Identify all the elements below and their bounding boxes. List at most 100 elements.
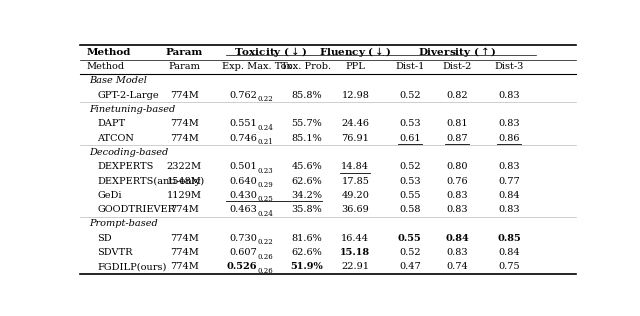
Text: 0.762: 0.762 <box>229 91 257 100</box>
Text: 14.84: 14.84 <box>341 162 369 171</box>
Text: 774M: 774M <box>170 205 198 214</box>
Text: Param: Param <box>166 48 203 57</box>
Text: 17.85: 17.85 <box>341 177 369 185</box>
Text: 0.83: 0.83 <box>498 119 520 128</box>
Text: FGDILP(ours): FGDILP(ours) <box>97 262 167 271</box>
Text: 0.52: 0.52 <box>399 248 420 257</box>
Text: 0.640: 0.640 <box>229 177 257 185</box>
Text: 0.77: 0.77 <box>498 177 520 185</box>
Text: SD: SD <box>97 234 112 243</box>
Text: 0.58: 0.58 <box>399 205 420 214</box>
Text: SDVTR: SDVTR <box>97 248 133 257</box>
Text: 0.61: 0.61 <box>399 134 420 143</box>
Text: 34.2%: 34.2% <box>291 191 322 200</box>
Text: 0.26: 0.26 <box>257 267 273 275</box>
Text: 22.91: 22.91 <box>341 262 369 271</box>
Text: 774M: 774M <box>170 248 198 257</box>
Text: 76.91: 76.91 <box>341 134 369 143</box>
Text: 1548M: 1548M <box>167 177 202 185</box>
Text: 0.746: 0.746 <box>229 134 257 143</box>
Text: 774M: 774M <box>170 262 198 271</box>
Text: 0.74: 0.74 <box>446 262 468 271</box>
Text: 62.6%: 62.6% <box>291 248 322 257</box>
Text: DEXPERTS(anti-only): DEXPERTS(anti-only) <box>97 176 205 185</box>
Text: 774M: 774M <box>170 119 198 128</box>
Text: 0.83: 0.83 <box>446 205 468 214</box>
Text: Finetuning-based: Finetuning-based <box>89 105 175 114</box>
Text: 0.52: 0.52 <box>399 162 420 171</box>
Text: Base Model: Base Model <box>89 76 147 85</box>
Text: 0.83: 0.83 <box>498 205 520 214</box>
Text: 774M: 774M <box>170 234 198 243</box>
Text: Exp. Max. Tox.: Exp. Max. Tox. <box>222 62 295 71</box>
Text: 0.24: 0.24 <box>257 210 273 218</box>
Text: 0.26: 0.26 <box>257 252 273 260</box>
Text: Fluency ($\downarrow$): Fluency ($\downarrow$) <box>319 46 392 59</box>
Text: DAPT: DAPT <box>97 119 125 128</box>
Text: 0.86: 0.86 <box>499 134 520 143</box>
Text: ATCON: ATCON <box>97 134 134 143</box>
Text: 62.6%: 62.6% <box>291 177 322 185</box>
Text: 0.607: 0.607 <box>229 248 257 257</box>
Text: 0.83: 0.83 <box>446 191 468 200</box>
Text: 0.22: 0.22 <box>257 238 273 246</box>
Text: 45.6%: 45.6% <box>291 162 322 171</box>
Text: Prompt-based: Prompt-based <box>89 219 157 228</box>
Text: 2322M: 2322M <box>166 162 202 171</box>
Text: 35.8%: 35.8% <box>291 205 322 214</box>
Text: GPT-2-Large: GPT-2-Large <box>97 91 159 100</box>
Text: 0.526: 0.526 <box>227 262 257 271</box>
Text: 24.46: 24.46 <box>341 119 369 128</box>
Text: 0.430: 0.430 <box>229 191 257 200</box>
Text: 81.6%: 81.6% <box>291 234 322 243</box>
Text: 0.21: 0.21 <box>257 138 273 146</box>
Text: PPL: PPL <box>346 62 365 71</box>
Text: 12.98: 12.98 <box>341 91 369 100</box>
Text: 0.52: 0.52 <box>399 91 420 100</box>
Text: 0.55: 0.55 <box>398 234 422 243</box>
Text: 0.24: 0.24 <box>257 124 273 132</box>
Text: Dist-3: Dist-3 <box>494 62 524 71</box>
Text: Tox. Prob.: Tox. Prob. <box>280 62 331 71</box>
Text: Toxicity ($\downarrow$): Toxicity ($\downarrow$) <box>234 46 307 59</box>
Text: 0.501: 0.501 <box>229 162 257 171</box>
Text: 0.47: 0.47 <box>399 262 420 271</box>
Text: 0.85: 0.85 <box>497 234 521 243</box>
Text: 0.22: 0.22 <box>257 95 273 103</box>
Text: DEXPERTS: DEXPERTS <box>97 162 154 171</box>
Text: 1129M: 1129M <box>166 191 202 200</box>
Text: 85.8%: 85.8% <box>291 91 322 100</box>
Text: GOODTRIEVER: GOODTRIEVER <box>97 205 175 214</box>
Text: 15.18: 15.18 <box>340 248 371 257</box>
Text: 0.80: 0.80 <box>446 162 468 171</box>
Text: Method: Method <box>86 48 131 57</box>
Text: 0.23: 0.23 <box>257 167 273 175</box>
Text: 0.81: 0.81 <box>446 119 468 128</box>
Text: 0.53: 0.53 <box>399 177 420 185</box>
Text: 774M: 774M <box>170 134 198 143</box>
Text: 0.53: 0.53 <box>399 119 420 128</box>
Text: 0.84: 0.84 <box>498 248 520 257</box>
Text: 0.76: 0.76 <box>446 177 468 185</box>
Text: 0.83: 0.83 <box>498 91 520 100</box>
Text: Param: Param <box>168 62 200 71</box>
Text: 0.463: 0.463 <box>229 205 257 214</box>
Text: 0.25: 0.25 <box>257 195 273 203</box>
Text: 16.44: 16.44 <box>341 234 369 243</box>
Text: 55.7%: 55.7% <box>291 119 322 128</box>
Text: 36.69: 36.69 <box>341 205 369 214</box>
Text: 49.20: 49.20 <box>341 191 369 200</box>
Text: Decoding-based: Decoding-based <box>89 148 168 157</box>
Text: Dist-2: Dist-2 <box>442 62 472 71</box>
Text: 0.29: 0.29 <box>257 181 273 189</box>
Text: 0.551: 0.551 <box>229 119 257 128</box>
Text: 51.9%: 51.9% <box>291 262 323 271</box>
Text: 0.730: 0.730 <box>229 234 257 243</box>
Text: 0.82: 0.82 <box>446 91 468 100</box>
Text: Dist-1: Dist-1 <box>395 62 424 71</box>
Text: 85.1%: 85.1% <box>291 134 322 143</box>
Text: 0.84: 0.84 <box>498 191 520 200</box>
Text: Diversity ($\uparrow$): Diversity ($\uparrow$) <box>417 46 497 59</box>
Text: Method: Method <box>86 62 125 71</box>
Text: 0.84: 0.84 <box>445 234 469 243</box>
